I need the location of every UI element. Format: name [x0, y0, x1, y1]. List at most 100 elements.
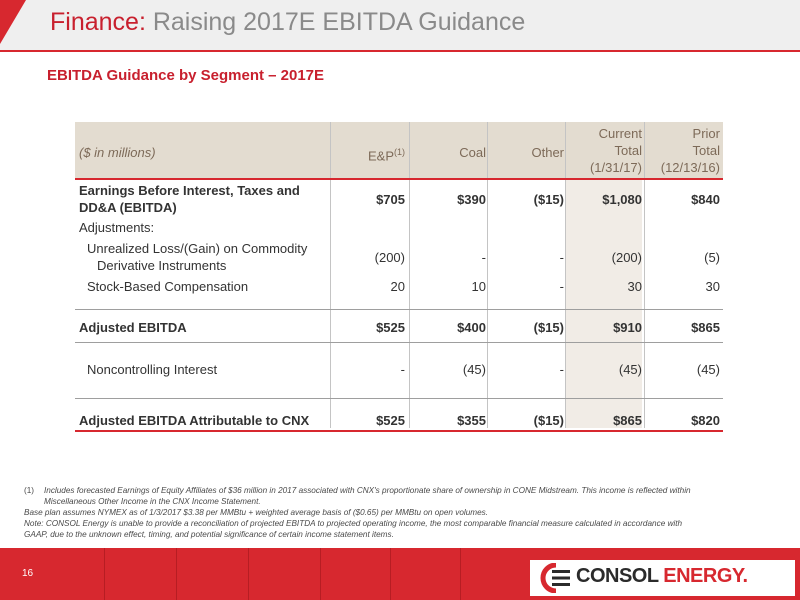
header-other: Other [531, 145, 564, 160]
header-rule [0, 50, 800, 52]
column-divider [409, 122, 410, 428]
cell-current-total: 30 [627, 279, 642, 294]
row-label: Adjusted EBITDA Attributable to CNX [79, 413, 310, 428]
cell-ep: 20 [390, 279, 405, 294]
slide-notes: (1) Includes forecasted Earnings of Equi… [24, 485, 779, 540]
row-divider [75, 398, 723, 399]
cell-prior-total: 30 [705, 279, 720, 294]
header-bottom-rule [75, 178, 723, 180]
cell-ep: $705 [376, 192, 405, 207]
row-label: Adjustments: [79, 220, 155, 235]
footer-divider [176, 548, 177, 600]
cell-coal: $400 [457, 320, 486, 335]
column-divider [330, 122, 331, 428]
footnote-line1: Includes forecasted Earnings of Equity A… [44, 486, 691, 495]
table-row-adjusted-ebitda-cnx: Adjusted EBITDA Attributable to CNX $525… [75, 412, 723, 430]
cell-prior-total: $820 [691, 413, 720, 428]
row-label-line1: Earnings Before Interest, Taxes and [79, 183, 300, 198]
column-divider [487, 122, 488, 428]
header-current-total: Current Total (1/31/17) [567, 125, 642, 176]
row-label: Earnings Before Interest, Taxes and DD&A… [79, 182, 300, 216]
row-label: Adjusted EBITDA [79, 320, 187, 335]
header-ep-text: E&P [367, 148, 394, 164]
logo-word-consol: CONSOL [576, 565, 659, 587]
header-accent-triangle [0, 0, 26, 44]
table-row-ebitda: Earnings Before Interest, Taxes and DD&A… [75, 182, 723, 218]
slide-title: Finance: Raising 2017E EBITDA Guidance [50, 8, 525, 37]
cell-ep: $525 [376, 320, 405, 335]
footer-divider [104, 548, 105, 600]
title-accent: Finance: [50, 8, 146, 36]
cell-coal: $355 [457, 413, 486, 428]
cell-coal: 10 [471, 279, 486, 294]
cell-prior-total: $840 [691, 192, 720, 207]
ebitda-guidance-table: ($ in millions) E&P(1) Coal Other Curren… [75, 122, 723, 434]
cell-current-total: $1,080 [602, 192, 642, 207]
row-label-line1: Unrealized Loss/(Gain) on Commodity [87, 241, 308, 256]
base-plan-note: Base plan assumes NYMEX as of 1/3/2017 $… [24, 508, 488, 517]
footnote-line2: Miscellaneous Other Income in the CNX In… [44, 497, 261, 506]
consol-energy-logo-icon [540, 563, 570, 593]
header-prior-line1: Prior [692, 126, 720, 141]
title-rest: Raising 2017E EBITDA Guidance [145, 8, 526, 36]
table-bottom-rule [75, 430, 723, 432]
cell-other: ($15) [533, 192, 564, 207]
cell-other: ($15) [533, 320, 564, 335]
cell-current-total: $910 [613, 320, 642, 335]
row-label-line2: Derivative Instruments [97, 258, 227, 273]
cell-ep: $525 [376, 413, 405, 428]
cell-coal: - [481, 250, 486, 265]
cell-current-total: $865 [613, 413, 642, 428]
cell-prior-total: $865 [691, 320, 720, 335]
cell-current-total: (200) [611, 250, 642, 265]
header-prior-line2: Total [692, 143, 720, 158]
header-current-line1: Current [598, 126, 642, 141]
page-number: 16 [22, 568, 34, 579]
cell-other: - [559, 362, 564, 377]
header-ep-footnote: (1) [394, 147, 405, 157]
cell-prior-total: (45) [696, 362, 720, 377]
row-label: Noncontrolling Interest [87, 362, 218, 377]
slide-header: Finance: Raising 2017E EBITDA Guidance [0, 0, 800, 52]
column-divider [565, 122, 566, 428]
gaap-note-line1: Note: CONSOL Energy is unable to provide… [24, 519, 683, 528]
column-divider [644, 122, 645, 428]
header-prior-line3: (12/13/16) [660, 160, 720, 175]
header-current-line3: (1/31/17) [589, 160, 642, 175]
footnote-1: (1) Includes forecasted Earnings of Equi… [24, 485, 779, 507]
row-divider [75, 309, 723, 310]
table-header-band [75, 122, 723, 178]
header-label: ($ in millions) [79, 145, 156, 160]
header-ep: E&P(1) [330, 144, 405, 164]
cell-prior-total: (5) [704, 250, 720, 265]
header-coal: Coal [459, 145, 486, 160]
table-row-stock-comp: Stock-Based Compensation 20 10 - 30 30 [75, 278, 723, 296]
cell-other: ($15) [533, 413, 564, 428]
company-logo-text: CONSOL ENERGY. [576, 565, 748, 588]
section-subtitle: EBITDA Guidance by Segment – 2017E [47, 67, 325, 84]
logo-word-energy: ENERGY [663, 565, 743, 587]
cell-other: - [559, 279, 564, 294]
logo-mark-dot: . [742, 565, 749, 587]
cell-coal: $390 [457, 192, 486, 207]
row-label: Stock-Based Compensation [87, 279, 249, 294]
footer-divider [390, 548, 391, 600]
row-label: Unrealized Loss/(Gain) on Commodity Deri… [87, 240, 307, 274]
cell-ep: - [400, 362, 405, 377]
cell-ep: (200) [374, 250, 405, 265]
header-current-line2: Total [614, 143, 642, 158]
header-prior-total: Prior Total (12/13/16) [646, 125, 720, 176]
row-divider [75, 342, 723, 343]
table-row-adjustments: Adjustments: [75, 219, 723, 237]
table-row-adjusted-ebitda: Adjusted EBITDA $525 $400 ($15) $910 $86… [75, 319, 723, 337]
gaap-note-line2: GAAP, due to the unknown effect, timing,… [24, 530, 394, 539]
cell-current-total: (45) [618, 362, 642, 377]
logo-background [530, 560, 795, 596]
footer-divider [460, 548, 461, 600]
row-label-line2: DD&A (EBITDA) [79, 200, 177, 215]
footer-divider [248, 548, 249, 600]
cell-coal: (45) [462, 362, 486, 377]
footer-divider [320, 548, 321, 600]
footnote-number: (1) [24, 486, 35, 495]
table-row-unrealized-loss: Unrealized Loss/(Gain) on Commodity Deri… [75, 240, 723, 276]
